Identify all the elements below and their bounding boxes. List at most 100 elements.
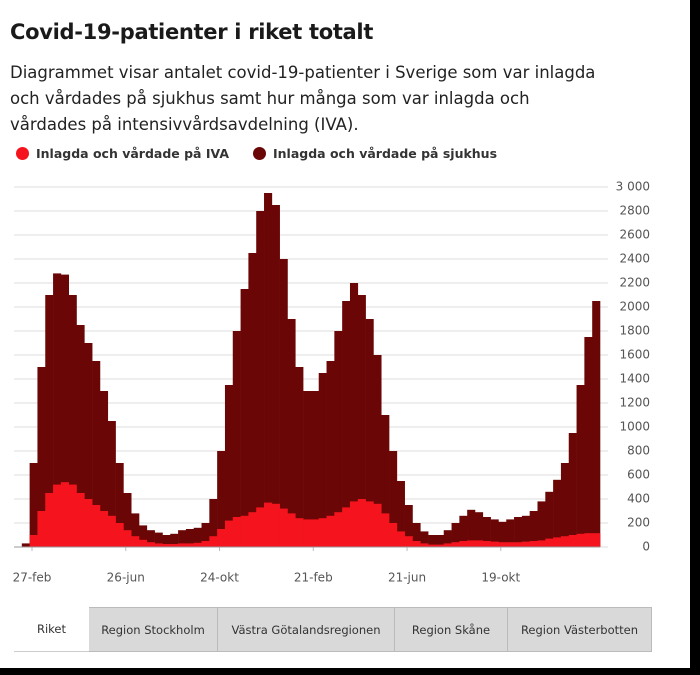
bar (435, 544, 445, 547)
y-tick-label: 1600 (619, 348, 650, 362)
bar (568, 433, 577, 547)
bar (29, 463, 38, 547)
bar (467, 509, 476, 547)
bar (115, 463, 124, 547)
bar (310, 391, 320, 547)
tab[interactable]: Västra Götalandsregionen (218, 607, 395, 652)
bar (357, 499, 366, 547)
bar (498, 542, 507, 547)
bar (170, 533, 179, 547)
bar (529, 541, 538, 547)
bar (193, 542, 202, 547)
bar (506, 519, 515, 547)
tab[interactable]: Region Stockholm (89, 607, 218, 652)
bar (349, 283, 359, 547)
bar (482, 517, 491, 547)
bar (537, 501, 546, 547)
bar (553, 537, 562, 547)
bar (420, 531, 429, 547)
bar (123, 530, 132, 547)
bar (459, 541, 468, 547)
bar (576, 533, 585, 547)
bar (53, 273, 62, 547)
bar (334, 512, 343, 547)
bar (256, 211, 265, 547)
bar (381, 513, 390, 547)
tab-bar: Riket Region Stockholm Västra Götalandsreg… (14, 607, 652, 652)
y-tick-label: 1200 (619, 396, 650, 410)
bar (139, 525, 148, 547)
bar (107, 421, 116, 547)
legend-label: Inlagda och vårdade på IVA (36, 146, 229, 161)
bar (381, 415, 390, 547)
x-tick-label: 21-jun (388, 571, 426, 585)
bar (170, 544, 179, 547)
bar (162, 544, 171, 547)
bar (303, 519, 312, 547)
bar (295, 518, 304, 547)
bar (146, 530, 155, 547)
tab[interactable]: Region Västerbotten (508, 607, 652, 652)
bar (474, 512, 484, 547)
bar (68, 484, 77, 547)
bar (451, 542, 460, 547)
bar (326, 515, 335, 547)
bar (154, 543, 163, 547)
y-tick-label: 200 (627, 516, 650, 530)
bar (271, 503, 280, 547)
bar (584, 337, 593, 547)
bar (537, 540, 546, 547)
bar (568, 535, 577, 547)
bar (514, 517, 523, 547)
x-tick-label: 21-feb (294, 571, 333, 585)
bar (45, 493, 54, 547)
bar (342, 301, 351, 547)
bar (178, 530, 187, 547)
bar (248, 512, 257, 547)
bar (76, 325, 85, 547)
bar (224, 385, 234, 547)
legend-swatch (253, 147, 266, 160)
bar (60, 482, 69, 547)
bar (217, 529, 226, 547)
bar (232, 517, 241, 547)
tab[interactable]: Region Skåne (395, 607, 508, 652)
bar (162, 535, 171, 547)
bar (271, 205, 280, 547)
bar (29, 535, 38, 547)
bar (76, 493, 85, 547)
legend-swatch (16, 147, 29, 160)
legend-item: Inlagda och vårdade på sjukhus (253, 146, 497, 161)
bar (349, 501, 359, 547)
tab[interactable]: Riket (14, 607, 89, 652)
legend-label: Inlagda och vårdade på sjukhus (273, 146, 498, 161)
bar (60, 274, 69, 547)
bar (37, 511, 46, 547)
bar (373, 503, 382, 547)
y-tick-label: 2800 (619, 204, 650, 218)
bar (92, 361, 101, 547)
y-tick-label: 1000 (619, 420, 650, 434)
bar (279, 508, 288, 547)
bar (193, 527, 202, 547)
y-tick-label: 1800 (619, 324, 650, 338)
bar (404, 536, 413, 547)
bar (592, 533, 601, 547)
bar (99, 511, 109, 547)
chart: 0 200 400 600 800 1000 1200 1400 1600 1800 2000 220… (13, 180, 650, 585)
legend-item: Inlagda och vårdade på IVA (16, 146, 229, 161)
bar (53, 484, 62, 547)
bar (498, 521, 507, 547)
bar (560, 463, 570, 547)
bar (396, 481, 405, 547)
bar (178, 543, 187, 547)
bar (318, 518, 327, 547)
bar (209, 536, 218, 547)
chart-subtitle: Diagrammet visar antalet covid-19-patien… (10, 63, 596, 134)
bar (435, 535, 445, 547)
bar (107, 515, 116, 547)
bar (224, 520, 234, 547)
bar (287, 319, 296, 547)
bar (521, 541, 530, 547)
y-tick-label: 800 (627, 444, 650, 458)
